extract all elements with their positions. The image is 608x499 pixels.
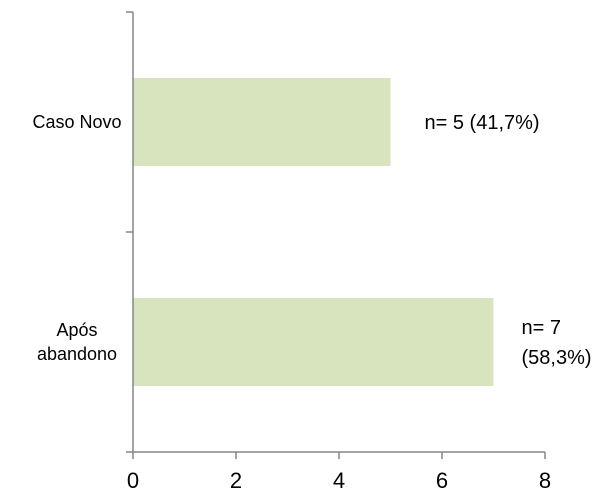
axes-layer — [126, 11, 546, 459]
data-label: n= 7 — [522, 317, 561, 339]
x-tick-label: 2 — [230, 468, 242, 493]
bar-1 — [133, 78, 391, 166]
labels-layer: Caso Novo n= 5 (41,7%) Após abandono n= 7 (58… — [32, 112, 591, 493]
category-label: Caso Novo — [32, 112, 121, 132]
data-label: n= 5 (41,7%) — [425, 112, 540, 134]
x-tick-label: 8 — [539, 468, 551, 493]
bar-2 — [133, 298, 494, 386]
category-label: Após — [56, 320, 97, 340]
bars-layer — [133, 78, 494, 386]
x-tick-label: 0 — [127, 468, 139, 493]
x-tick-label: 6 — [436, 468, 448, 493]
x-tick-label: 4 — [333, 468, 345, 493]
category-label: abandono — [37, 344, 117, 364]
data-label: (58,3%) — [522, 347, 592, 369]
